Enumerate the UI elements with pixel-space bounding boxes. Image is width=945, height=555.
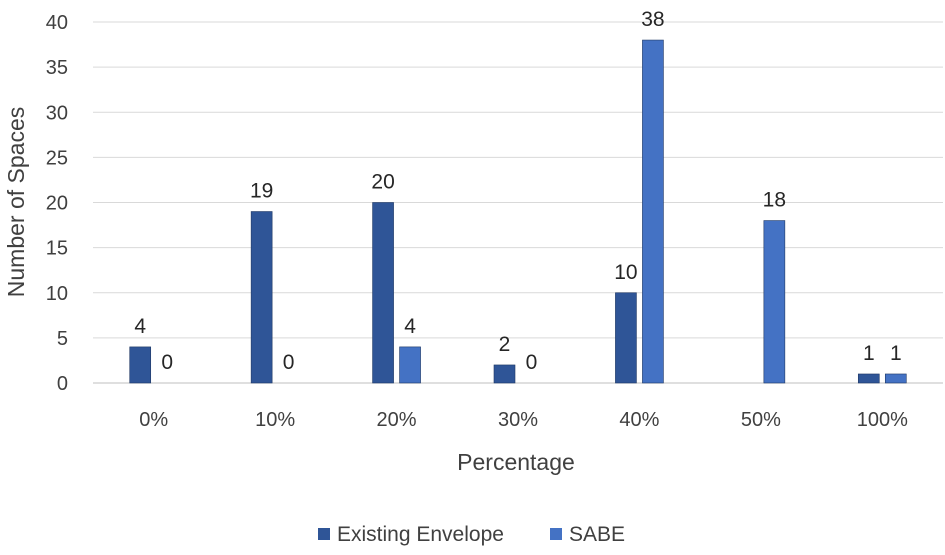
- y-tick-label: 20: [46, 193, 68, 215]
- y-tick-label: 15: [46, 238, 68, 260]
- data-label: 38: [641, 8, 664, 31]
- x-axis-tick-labels: 0% 10% 20% 30% 40% 50% 100%: [139, 409, 908, 431]
- x-axis-title: Percentage: [457, 449, 575, 475]
- data-label: 19: [250, 180, 273, 203]
- data-label: 2: [499, 333, 511, 356]
- y-tick-label: 35: [46, 57, 68, 79]
- y-tick-label: 5: [57, 328, 68, 350]
- legend-label: Existing Envelope: [337, 523, 504, 546]
- legend-swatch: [318, 528, 330, 540]
- bar-sabe: [642, 39, 664, 384]
- bar-existing-envelope: [857, 373, 880, 384]
- x-tick-label: 0%: [139, 409, 168, 431]
- bar-existing-envelope: [493, 364, 516, 384]
- data-label: 0: [283, 351, 295, 374]
- legend: Existing Envelope SABE: [318, 523, 625, 546]
- bars: [129, 39, 907, 384]
- bar-existing-envelope: [615, 292, 637, 384]
- y-tick-label: 30: [46, 102, 68, 124]
- y-tick-label: 40: [46, 12, 68, 34]
- data-label: 18: [763, 189, 786, 212]
- bar-existing-envelope: [372, 202, 394, 384]
- x-tick-label: 20%: [377, 409, 417, 431]
- data-label: 0: [161, 351, 173, 374]
- bar-existing-envelope: [250, 211, 273, 384]
- data-label: 1: [890, 342, 902, 365]
- y-tick-label: 25: [46, 147, 68, 169]
- legend-swatch: [550, 528, 562, 540]
- data-label: 0: [526, 351, 538, 374]
- bar-sabe: [399, 346, 421, 384]
- data-label: 20: [371, 171, 394, 194]
- y-tick-label: 10: [46, 283, 68, 305]
- x-tick-label: 30%: [498, 409, 538, 431]
- x-tick-label: 10%: [255, 409, 295, 431]
- bar-existing-envelope: [129, 346, 152, 384]
- bar-sabe: [884, 373, 907, 384]
- y-tick-label: 0: [57, 373, 68, 395]
- x-tick-label: 40%: [619, 409, 659, 431]
- gridlines: [93, 21, 943, 384]
- x-tick-label: 100%: [857, 409, 908, 431]
- data-label: 4: [404, 315, 416, 338]
- x-tick-label: 50%: [741, 409, 781, 431]
- bar-sabe: [763, 220, 786, 384]
- data-label: 10: [614, 261, 637, 284]
- data-label: 4: [134, 315, 146, 338]
- legend-item: Existing Envelope: [318, 523, 504, 546]
- data-label: 1: [863, 342, 875, 365]
- legend-item: SABE: [550, 523, 625, 546]
- y-axis-title: Number of Spaces: [3, 107, 29, 297]
- legend-label: SABE: [569, 523, 625, 546]
- y-axis-tick-labels: 0 5 10 15 20 25 30 35 40: [46, 12, 68, 395]
